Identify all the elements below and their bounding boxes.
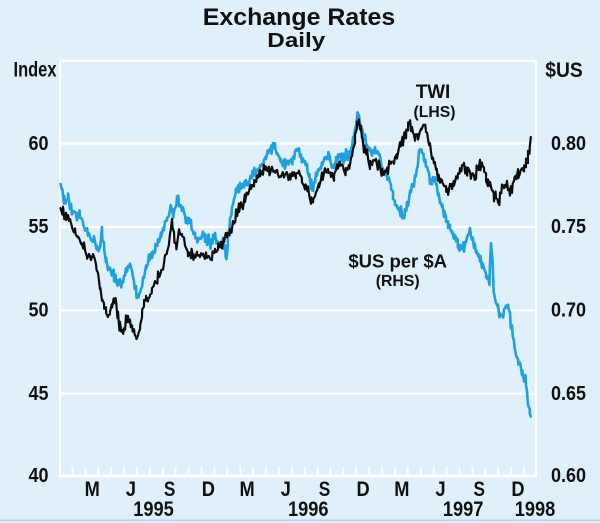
svg-text:55: 55 — [29, 215, 49, 238]
svg-text:Exchange Rates: Exchange Rates — [203, 4, 396, 31]
svg-text:0.60: 0.60 — [551, 464, 586, 487]
svg-text:$US: $US — [545, 59, 583, 82]
svg-text:S: S — [474, 477, 486, 501]
svg-text:D: D — [357, 477, 370, 501]
svg-text:M: M — [239, 477, 254, 501]
svg-text:S: S — [319, 477, 331, 501]
svg-text:D: D — [511, 477, 524, 501]
svg-text:J: J — [435, 477, 445, 501]
svg-text:0.80: 0.80 — [551, 132, 586, 155]
svg-text:0.65: 0.65 — [551, 382, 586, 405]
svg-text:D: D — [202, 477, 215, 501]
svg-text:(RHS): (RHS) — [376, 273, 420, 290]
svg-text:Daily: Daily — [267, 30, 326, 52]
svg-text:0.75: 0.75 — [551, 215, 586, 238]
svg-text:$US per $A: $US per $A — [348, 250, 447, 271]
svg-text:J: J — [126, 477, 136, 501]
svg-text:S: S — [164, 477, 176, 501]
svg-text:Index: Index — [14, 58, 57, 82]
svg-text:0.70: 0.70 — [551, 299, 586, 322]
svg-text:1997: 1997 — [443, 497, 484, 521]
svg-text:M: M — [394, 477, 409, 501]
svg-text:60: 60 — [29, 132, 49, 155]
svg-text:40: 40 — [29, 464, 49, 487]
svg-text:1995: 1995 — [133, 497, 174, 521]
svg-text:1996: 1996 — [288, 497, 329, 521]
svg-text:TWI: TWI — [416, 82, 451, 103]
svg-text:50: 50 — [29, 299, 49, 322]
svg-text:45: 45 — [29, 382, 49, 405]
svg-text:(LHS): (LHS) — [414, 104, 456, 121]
svg-text:1998: 1998 — [515, 497, 556, 521]
svg-text:J: J — [281, 477, 291, 501]
svg-text:M: M — [85, 477, 100, 501]
